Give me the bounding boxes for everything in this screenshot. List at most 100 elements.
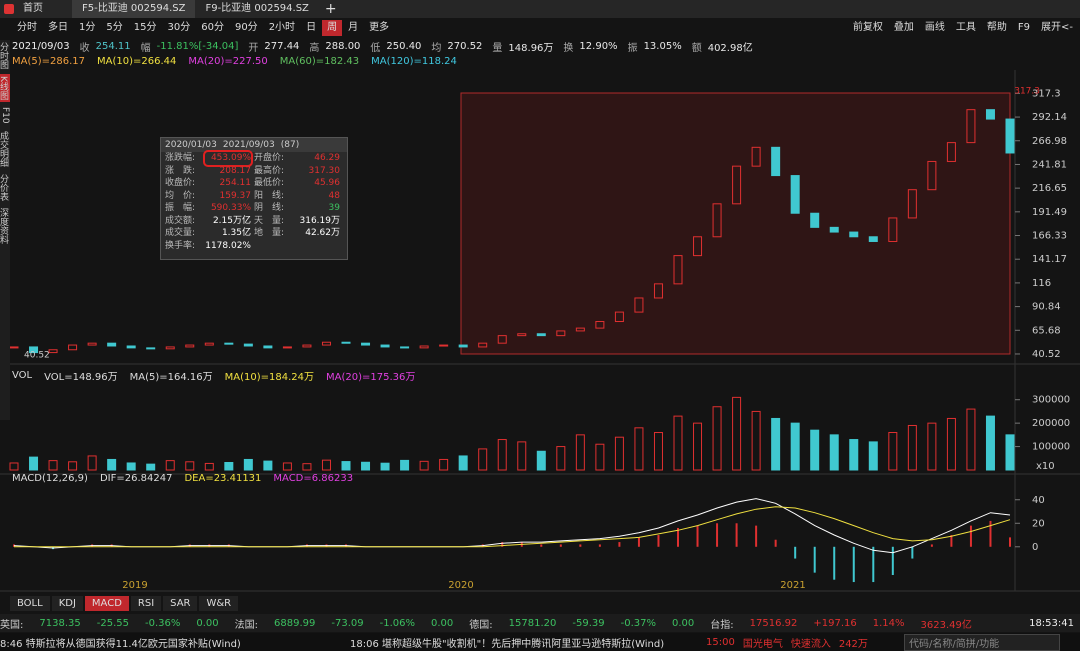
home-tab[interactable]: 首页 — [23, 3, 43, 14]
volume-bar — [419, 460, 429, 471]
news-item[interactable]: 18:06 堪称超级牛股"收割机"！先后押中腾讯阿里亚马逊特斯拉(Wind) — [350, 638, 665, 650]
stat-cell: 成交额: 2.15万亿 — [165, 215, 254, 228]
period-button[interactable]: 2小时 — [268, 22, 296, 33]
period-button[interactable]: 90分 — [234, 22, 258, 33]
candle — [380, 344, 390, 348]
period-button[interactable]: 多日 — [48, 22, 68, 33]
flash-item: 242万 — [838, 638, 868, 650]
y-tick-label: 20 — [1032, 518, 1045, 529]
volume-bar — [263, 460, 273, 471]
index-value: 0.00 — [431, 617, 454, 629]
period-button[interactable]: 周 — [322, 20, 343, 36]
index-value: 15781.20 — [508, 617, 557, 629]
stat-value: 46.29 — [314, 153, 340, 163]
volume-bar — [575, 434, 585, 471]
volume-bar — [185, 461, 195, 471]
period-button[interactable]: 5分 — [106, 22, 123, 33]
y-tick-label: 90.84 — [1032, 302, 1061, 313]
stat-cell: 开盘价: 46.29 — [254, 152, 343, 165]
period-button[interactable]: 1分 — [79, 22, 96, 33]
y-tick-label: 317.3 — [1032, 88, 1061, 99]
stat-row: 振 幅: 590.33% 阴 线: 39 — [161, 202, 347, 215]
index-value: +197.16 — [813, 617, 857, 629]
sidebar-tab[interactable]: 深度资料 — [0, 207, 8, 244]
candle — [771, 146, 781, 177]
sidebar-tab[interactable]: 分价表 — [0, 173, 8, 201]
tab[interactable]: F5-比亚迪 002594.SZ — [72, 0, 196, 18]
stat-label: 天 量: — [254, 215, 285, 226]
macd-line — [13, 498, 1011, 554]
new-tab[interactable]: + — [324, 1, 337, 17]
volume-bar — [712, 406, 722, 471]
tool-button[interactable]: F9 — [1017, 22, 1030, 33]
tool-button[interactable]: 工具 — [955, 22, 976, 33]
sidebar-tab[interactable]: 分时图 — [0, 42, 8, 69]
candle — [927, 160, 937, 191]
volume-bar — [400, 459, 410, 471]
tool-button[interactable]: 展开<- — [1041, 22, 1073, 33]
year-label: 2020 — [448, 580, 473, 591]
candle — [1005, 118, 1015, 154]
stat-value: 254.11 — [219, 178, 252, 188]
candle — [204, 342, 214, 346]
volume-bar — [29, 456, 39, 471]
candle — [126, 345, 136, 349]
indicator-tab[interactable]: SAR — [163, 596, 198, 611]
period-button[interactable]: 分时 — [17, 22, 37, 33]
candle — [966, 109, 976, 144]
tab[interactable]: F9-比亚迪 002594.SZ — [205, 3, 309, 14]
stat-value: 1.35亿 — [221, 228, 251, 238]
ma-legend: MA(5)=286.17 MA(10)=266.44 MA(20)=227.50 MA… — [12, 55, 457, 68]
period-button[interactable]: 30分 — [167, 22, 191, 33]
volume-bar — [243, 458, 253, 471]
indicator-legend: MACD=6.86233 — [273, 473, 354, 484]
search-box[interactable]: 代码/名称/简拼/功能 — [904, 633, 1060, 651]
ma-legend-item: MA(120)=118.24 — [371, 56, 457, 67]
sidebar-tab[interactable]: K线图 — [0, 74, 10, 102]
volume-bar — [282, 462, 292, 471]
volume-bar — [439, 458, 449, 471]
y-tick-label: 166.33 — [1032, 231, 1067, 242]
stat-cell: 成交量: 1.35亿 — [165, 227, 254, 240]
macd-legend: MACD(12,26,9) DIF=26.84247 DEA=23.41131 MAC… — [12, 473, 353, 484]
candle — [790, 175, 800, 214]
volume-bar — [478, 448, 488, 471]
quote-label: 高 — [309, 42, 320, 54]
index-value: 17516.92 — [749, 617, 798, 629]
indicator-tab[interactable]: W&R — [199, 596, 239, 611]
ma-legend-item: MA(60)=182.43 — [279, 56, 360, 67]
indicator-tab[interactable]: BOLL — [10, 596, 50, 611]
period-button[interactable]: 15分 — [133, 22, 157, 33]
tool-button[interactable]: 画线 — [924, 22, 945, 33]
indicator-tab[interactable]: KDJ — [51, 596, 83, 611]
sidebar-tab[interactable]: F10 — [0, 106, 10, 124]
tool-button[interactable]: 前复权 — [852, 22, 883, 33]
stat-row: 成交额: 2.15万亿天 量: 316.19万 — [161, 215, 347, 228]
volume-bar — [673, 415, 683, 471]
candle — [497, 335, 507, 344]
tool-button[interactable]: 帮助 — [986, 22, 1007, 33]
index-value: 6889.99 — [274, 617, 316, 629]
stat-label: 涨跌幅: — [165, 153, 196, 163]
candle — [107, 342, 117, 347]
indicator-tabs: BOLL KDJ MACD RSI SAR W&R — [10, 596, 239, 611]
tool-button[interactable]: 叠加 — [893, 22, 914, 33]
sidebar-tab[interactable]: 成交明细 — [0, 130, 8, 167]
news-item[interactable]: 8:46 特斯拉将从德国获得11.4亿欧元国家补贴(Wind) — [0, 638, 241, 650]
high-marker: 317.3 — [1014, 87, 1040, 97]
y-tick-label: 300000 — [1032, 395, 1070, 406]
volume-bar — [536, 450, 546, 471]
quote-value: 254.11 — [95, 40, 131, 52]
indicator-tab[interactable]: RSI — [130, 596, 162, 611]
period-button[interactable]: 日 — [306, 22, 317, 33]
indicator-tab[interactable]: MACD — [84, 596, 129, 611]
period-button[interactable]: 更多 — [369, 22, 390, 33]
quote-value: -11.81%[-34.04] — [156, 40, 239, 52]
period-button[interactable]: 月 — [348, 22, 359, 33]
popup-header: 2020/01/03 2021/09/03 (87) — [161, 138, 347, 152]
index-value: -1.06% — [379, 617, 416, 629]
stat-label: 成交量: — [165, 228, 196, 238]
volume-bar — [849, 439, 859, 471]
stat-value: 316.19万 — [299, 215, 341, 226]
period-button[interactable]: 60分 — [201, 22, 224, 33]
